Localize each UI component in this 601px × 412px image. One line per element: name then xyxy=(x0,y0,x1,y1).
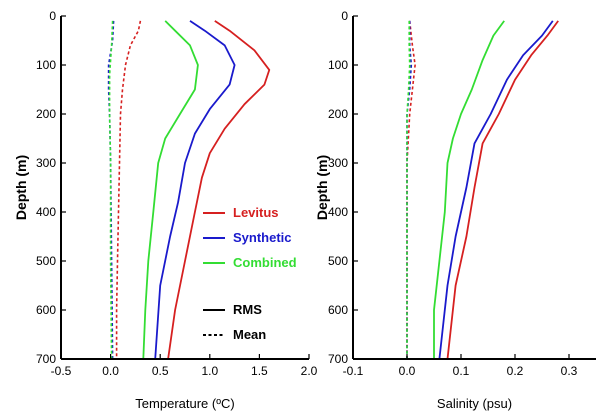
y-tick-label: 700 xyxy=(36,352,56,366)
y-tick-label: 700 xyxy=(328,352,348,366)
series-levitus-mean xyxy=(115,20,142,359)
series-combined-mean xyxy=(108,20,114,359)
y-tick-label: 600 xyxy=(328,303,348,317)
series-synthetic-rms xyxy=(438,20,554,359)
series-group xyxy=(406,20,559,359)
y-tick-label: 200 xyxy=(36,107,56,121)
series-synthetic-rms xyxy=(154,20,236,359)
legend-label-mean: Mean xyxy=(233,327,266,342)
y-tick-label: 300 xyxy=(36,156,56,170)
series-levitus-mean xyxy=(406,20,416,359)
y-tick-label: 300 xyxy=(328,156,348,170)
legend-label-levitus: Levitus xyxy=(233,205,279,220)
series-combined-mean xyxy=(406,20,411,359)
panel-salinity: 0 100 200 300 400 500 600 700-0.1 0.0 0.1 0.2 0.3 Sa… xyxy=(314,9,596,411)
y-tick-label: 0 xyxy=(341,9,348,23)
x-tick-label: -0.1 xyxy=(343,364,364,378)
x-tick-label: 0.3 xyxy=(561,364,578,378)
y-tick-label: 600 xyxy=(36,303,56,317)
y-tick-label: 500 xyxy=(36,254,56,268)
x-axis-title: Temperature (ºC) xyxy=(135,396,234,411)
x-tick-label: -0.5 xyxy=(51,364,72,378)
x-tick-label: 0.5 xyxy=(152,364,169,378)
x-tick-label: 0.0 xyxy=(102,364,119,378)
y-tick-label: 500 xyxy=(328,254,348,268)
y-axis-title: Depth (m) xyxy=(13,155,29,220)
legend-label-rms: RMS xyxy=(233,302,262,317)
y-axis-title: Depth (m) xyxy=(314,155,330,220)
legend-label-combined: Combined xyxy=(233,255,297,270)
x-tick-label: 1.0 xyxy=(201,364,218,378)
panel-temperature: 0 100 200 300 400 500 600 700-0.5 0.0 0.5 1.0 1.5 2.… xyxy=(13,9,318,411)
y-tick-label: 200 xyxy=(328,107,348,121)
y-tick-label: 100 xyxy=(328,58,348,72)
x-tick-label: 0.0 xyxy=(399,364,416,378)
series-levitus-rms xyxy=(167,20,271,359)
series-combined-rms xyxy=(433,20,505,359)
y-tick-label: 100 xyxy=(36,58,56,72)
series-group xyxy=(107,20,271,359)
y-tick-label: 400 xyxy=(36,205,56,219)
x-tick-label: 0.1 xyxy=(453,364,470,378)
legend-label-synthetic: Synthetic xyxy=(233,230,292,245)
y-tick-label: 0 xyxy=(49,9,56,23)
legend: Levitus Synthetic Combined RMS Mean xyxy=(203,205,297,342)
x-tick-label: 1.5 xyxy=(251,364,268,378)
x-tick-label: 0.2 xyxy=(507,364,524,378)
y-tick-label: 400 xyxy=(328,205,348,219)
x-tick-label: 2.0 xyxy=(301,364,318,378)
series-levitus-rms xyxy=(446,20,559,359)
x-axis-title: Salinity (psu) xyxy=(437,396,512,411)
series-combined-rms xyxy=(142,20,199,359)
